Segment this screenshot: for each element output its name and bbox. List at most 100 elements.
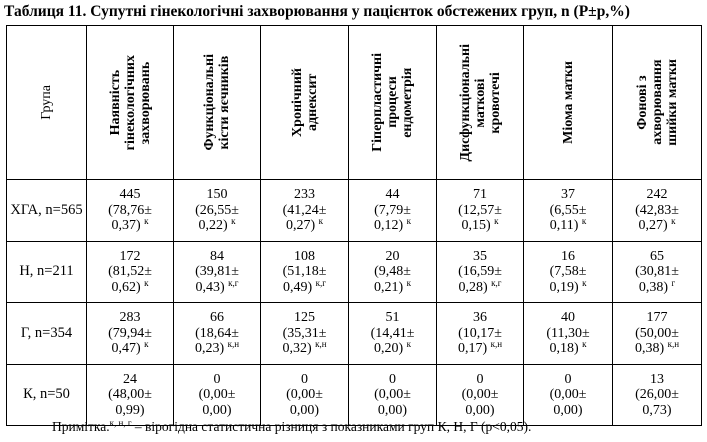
- column-header-line: шийки матки: [664, 59, 680, 146]
- significance-marker: к: [671, 216, 676, 226]
- group-header: Група: [39, 85, 54, 120]
- cell-percent: (48,00±: [108, 387, 152, 402]
- cell-count: 172: [119, 248, 141, 264]
- column-header-line: Дисфункціональні: [457, 43, 473, 162]
- column-header-label: Фонові з ахворювання шийки матки: [635, 59, 680, 146]
- significance-marker: к: [144, 216, 149, 226]
- cell-percent: (7,79±: [374, 202, 411, 218]
- cell-percent: (7,58±: [549, 264, 587, 279]
- data-cell: 37 (6,55± 0,11) к: [523, 179, 613, 242]
- significance-marker: к: [582, 339, 587, 349]
- significance-marker: к: [231, 216, 236, 226]
- column-header-label: Гіперпластичні процеси ендометрія: [370, 53, 415, 152]
- data-cell: 0 (0,00± 0,00): [260, 363, 349, 426]
- data-cell: 24 (48,00± 0,99): [86, 363, 174, 426]
- cell-percent: (39,81±: [195, 264, 239, 279]
- column-header-line: захворювань: [137, 61, 153, 144]
- data-cell: 36 (10,17± 0,17) к,н: [436, 302, 524, 365]
- cell-error: 0,18) к: [549, 339, 587, 357]
- group-label: К, n=50: [6, 363, 87, 426]
- cell-error: 0,99): [115, 402, 145, 418]
- cell-percent: (0,00±: [374, 387, 411, 402]
- cell-error: 0,47) к: [111, 339, 149, 357]
- cell-percent: (50,00±: [635, 325, 679, 341]
- cell-count: 84: [210, 248, 224, 264]
- data-cell: 84 (39,81± 0,43) к,г: [173, 240, 261, 303]
- data-cell: 13 (26,00± 0,73): [612, 363, 702, 426]
- cell-error: 0,23) к,н: [194, 339, 240, 357]
- cell-percent: (16,59±: [458, 264, 502, 279]
- significance-marker: к: [406, 339, 412, 349]
- significance-marker: к,н: [315, 339, 327, 349]
- group-label: ХГА, n=565: [6, 179, 87, 242]
- column-header: Фонові з ахворювання шийки матки: [612, 25, 702, 180]
- data-cell: 125 (35,31± 0,32) к,н: [260, 302, 349, 365]
- cell-percent: (26,55±: [195, 202, 239, 218]
- cell-error: 0,27) к: [638, 216, 676, 234]
- column-header: Гіперпластичні процеси ендометрія: [348, 25, 437, 180]
- cell-percent: (0,00±: [549, 387, 587, 402]
- column-header: Дисфункціональні маткові кровотечі: [436, 25, 524, 180]
- cell-percent: (10,17±: [458, 325, 502, 341]
- column-header-line: процеси: [385, 76, 400, 129]
- significance-marker: к: [582, 277, 587, 288]
- column-header-line: кісти яєчників: [217, 55, 232, 150]
- footnote-superscript: к, н, г: [109, 418, 132, 428]
- significance-marker: к: [494, 216, 499, 226]
- cell-percent: (11,30±: [546, 325, 590, 341]
- data-cell: 445 (78,76± 0,37) к: [86, 179, 174, 242]
- cell-error: 0,38) г: [638, 277, 676, 295]
- cell-count: 36: [473, 310, 487, 325]
- cell-percent: (35,31±: [282, 325, 327, 341]
- column-header-line: ендометрія: [400, 67, 415, 138]
- cell-count: 40: [561, 310, 575, 325]
- cell-error: 0,00): [202, 402, 232, 418]
- cell-percent: (41,24±: [282, 202, 327, 218]
- cell-error: 0,00): [465, 402, 495, 418]
- cell-error: 0,00): [289, 402, 320, 418]
- cell-count: 242: [646, 187, 668, 202]
- cell-count: 445: [119, 187, 141, 202]
- cell-error: 0,17) к,н: [457, 339, 503, 357]
- significance-marker: к,н: [667, 339, 680, 349]
- cell-error: 0,12) к: [373, 216, 412, 234]
- data-cell: 51 (14,41± 0,20) к: [348, 302, 437, 365]
- column-header-line: гінекологічних: [122, 54, 138, 151]
- column-header: Хронічний аднексит: [260, 25, 349, 180]
- significance-marker: к: [406, 216, 412, 226]
- significance-marker: к,н: [227, 339, 240, 349]
- cell-count: 283: [119, 310, 141, 325]
- data-cell: 0 (0,00± 0,00): [436, 363, 524, 426]
- cell-count: 71: [473, 187, 487, 202]
- significance-marker: к,г: [491, 277, 502, 288]
- table-row: Г, n=354 283 (79,94± 0,47) к 66 (18,64± 0,23) …: [6, 302, 702, 365]
- cell-count: 16: [561, 248, 575, 264]
- column-header-label: Міома матки: [561, 61, 576, 144]
- data-cell: 0 (0,00± 0,00): [348, 363, 437, 426]
- data-cell: 66 (18,64± 0,23) к,н: [173, 302, 261, 365]
- cell-count: 24: [123, 371, 137, 387]
- cell-percent: (51,18±: [282, 264, 327, 279]
- cell-count: 37: [561, 187, 575, 202]
- column-header-label: Хронічний аднексит: [290, 68, 320, 137]
- significance-marker: к,г: [315, 277, 326, 288]
- column-header-line: маткові: [472, 78, 488, 127]
- cell-count: 233: [294, 187, 315, 202]
- cell-percent: (78,76±: [108, 202, 152, 218]
- cell-error: 0,43) к,г: [195, 277, 239, 295]
- cell-error: 0,62) к: [111, 277, 149, 295]
- group-label: Н, n=211: [6, 240, 87, 303]
- data-cell: 172 (81,52± 0,62) к: [86, 240, 174, 303]
- cell-error: 0,32) к,н: [282, 339, 327, 357]
- cell-error: 0,73): [642, 402, 672, 418]
- data-cell: 233 (41,24± 0,27) к: [260, 179, 349, 242]
- footnote-prefix: Примітка.: [52, 419, 110, 434]
- column-header-line: Наявність: [107, 69, 123, 136]
- column-header-line: аднексит: [304, 73, 320, 132]
- cell-count: 0: [301, 371, 308, 387]
- cell-error: 0,37) к: [111, 216, 149, 234]
- data-cell: 40 (11,30± 0,18) к: [523, 302, 613, 365]
- cell-count: 0: [476, 371, 484, 387]
- cell-percent: (79,94±: [108, 325, 152, 341]
- data-cell: 108 (51,18± 0,49) к,г: [260, 240, 349, 303]
